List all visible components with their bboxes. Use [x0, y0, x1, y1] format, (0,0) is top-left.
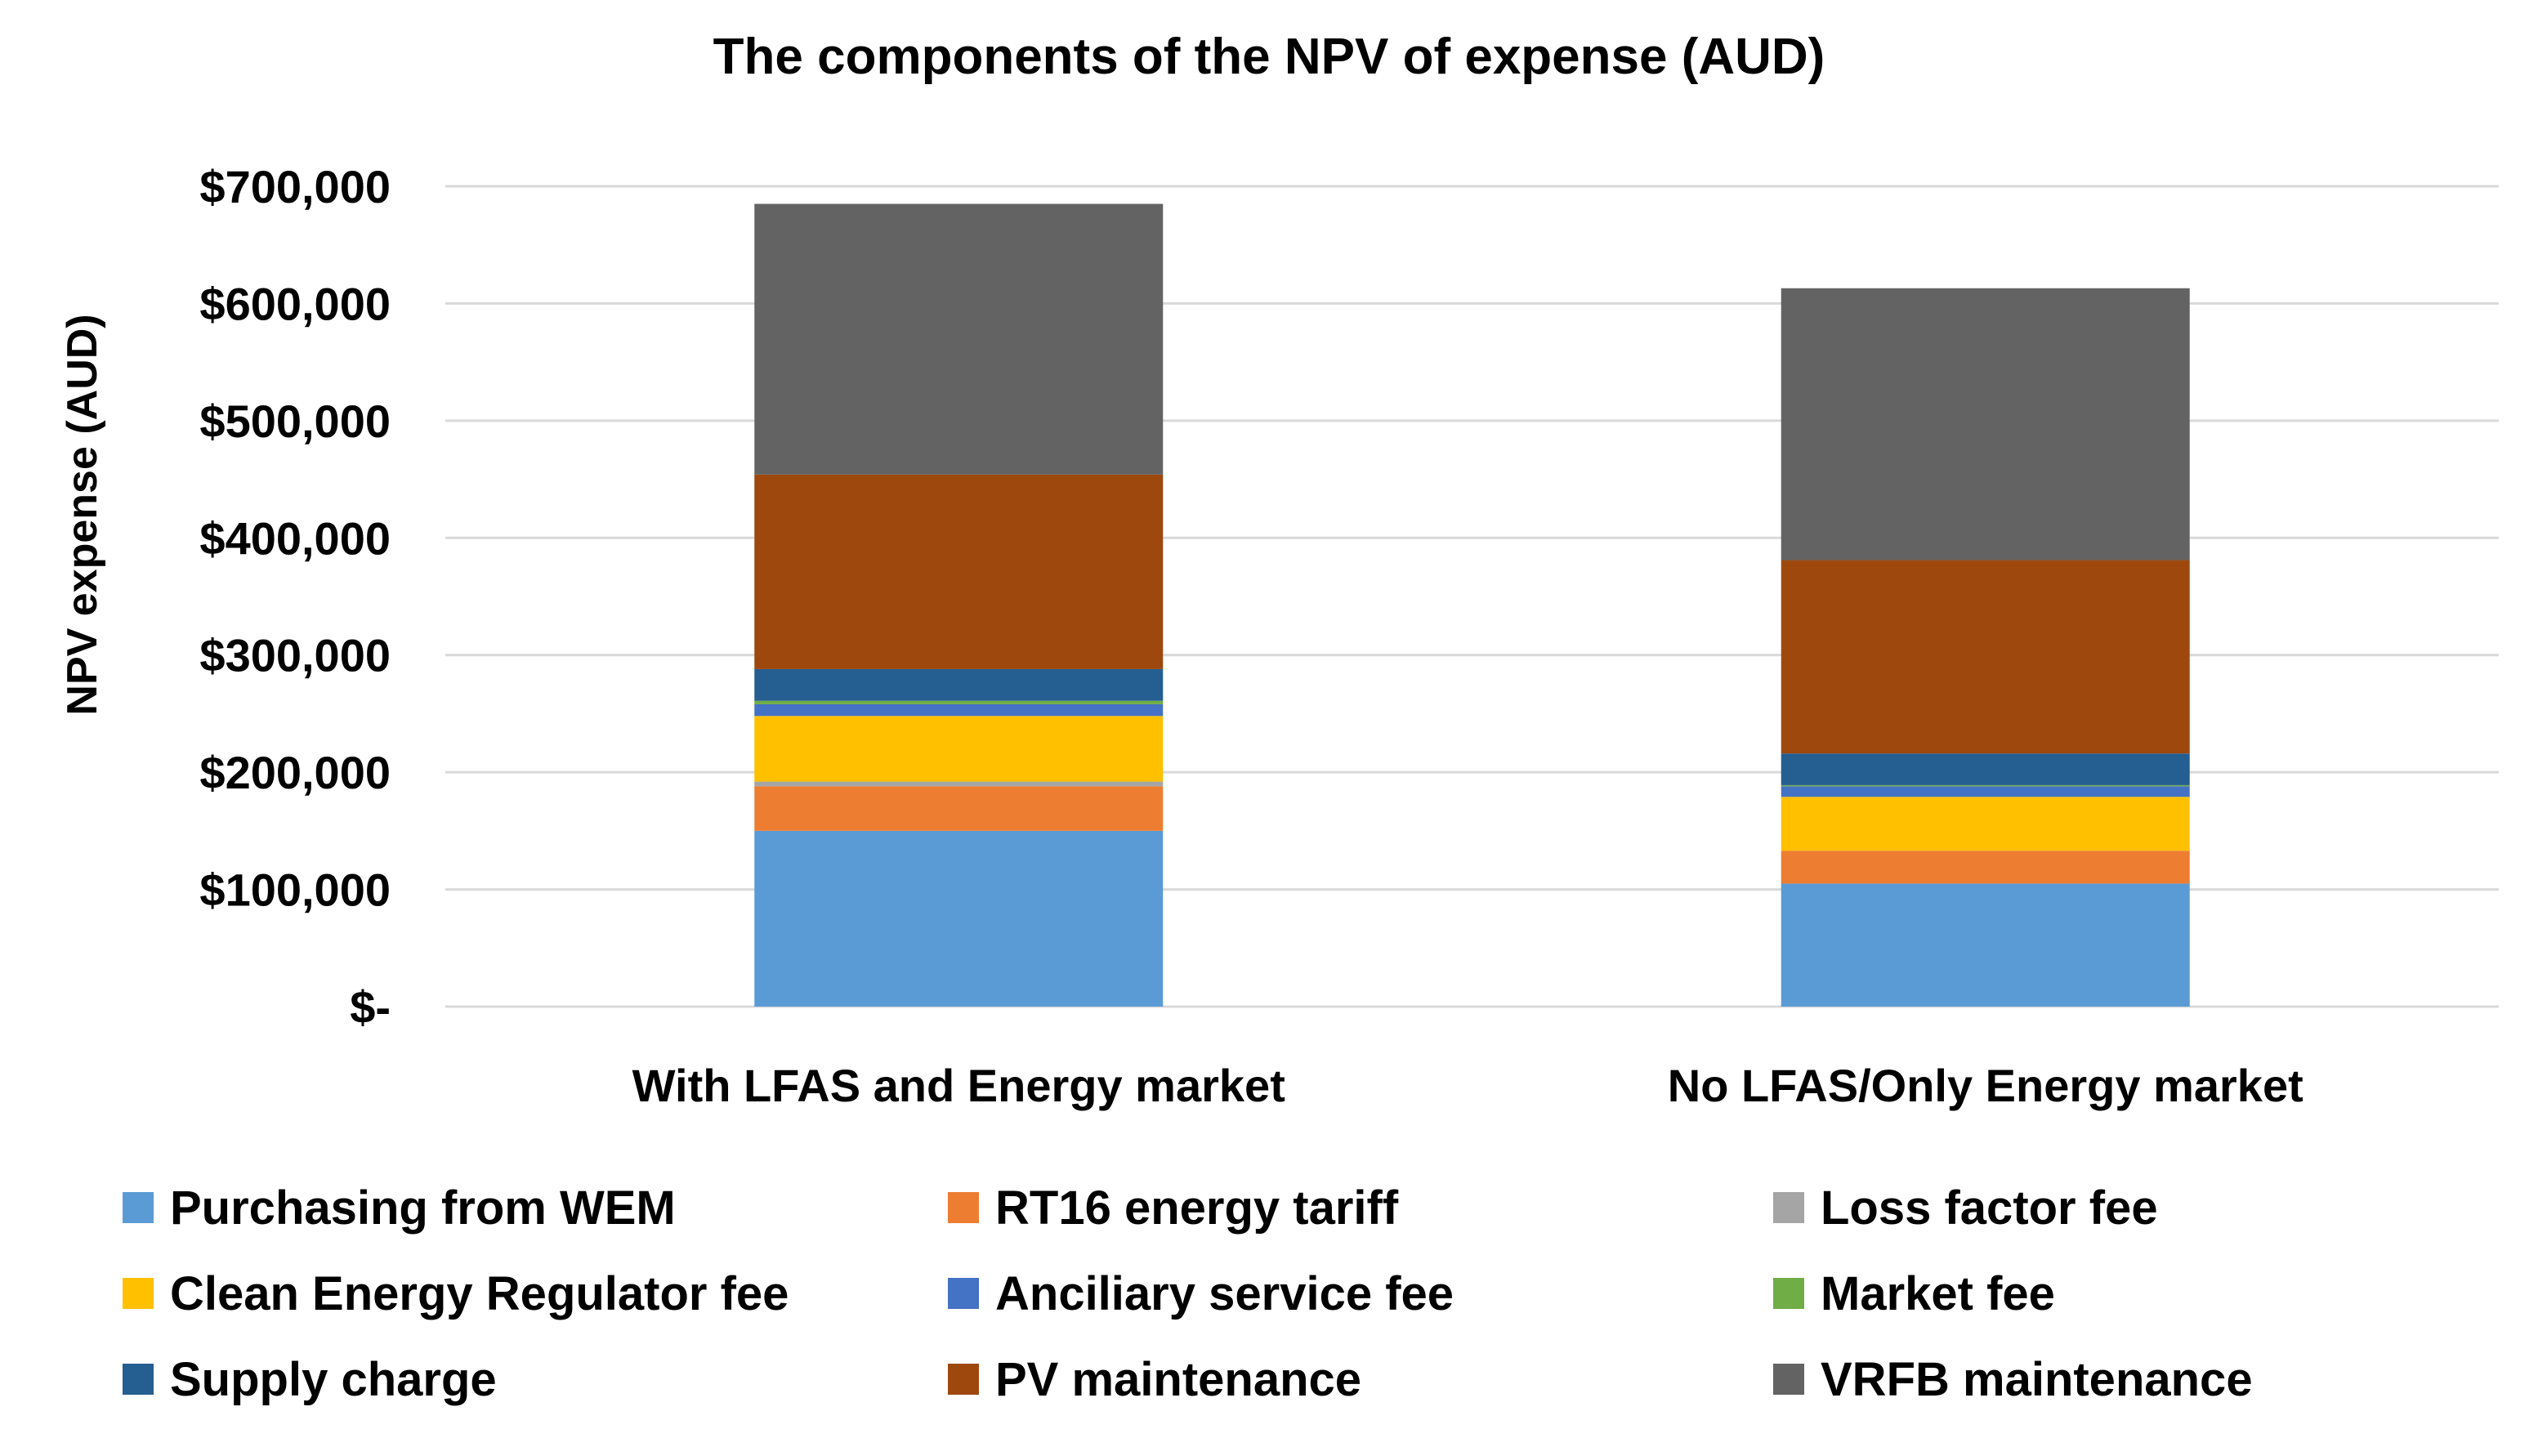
legend-label: Supply charge: [170, 1353, 497, 1406]
y-axis-label: NPV expense (AUD): [59, 314, 106, 715]
chart-title: The components of the NPV of expense (AU…: [713, 29, 1825, 85]
legend-label: Clean Energy Regulator fee: [170, 1267, 789, 1320]
legend-item: RT16 energy tariff: [948, 1181, 1399, 1235]
bar-segment-pv-maintenance: [754, 474, 1164, 669]
bar-segment-market-fee: [754, 700, 1164, 704]
legend: Purchasing from WEM RT16 energy tariff Los…: [123, 1181, 2253, 1406]
bar-segment-anciliary-service-fee: [754, 703, 1164, 717]
x-category-label: No LFAS/Only Energy market: [1668, 1060, 2303, 1111]
bar-segment-rt16-energy-tariff: [1781, 851, 2190, 884]
legend-label: RT16 energy tariff: [995, 1181, 1399, 1235]
legend-item: Clean Energy Regulator fee: [123, 1267, 789, 1320]
legend-label: VRFB maintenance: [1821, 1353, 2253, 1406]
y-tick-label: $-: [350, 981, 391, 1033]
legend-swatch: [123, 1364, 154, 1395]
bar-segment-clean-energy-regulator-fee: [1781, 797, 2190, 851]
bar-segment-supply-charge: [754, 668, 1164, 701]
legend-label: PV maintenance: [995, 1353, 1361, 1406]
y-tick-label: $400,000: [199, 512, 391, 564]
bar-segment-clean-energy-regulator-fee: [754, 716, 1164, 782]
legend-item: Loss factor fee: [1773, 1181, 2158, 1235]
y-tick-label: $500,000: [199, 395, 391, 447]
legend-item: Purchasing from WEM: [123, 1181, 676, 1235]
bars: [754, 203, 2190, 1007]
bar-segment-market-fee: [1781, 784, 2190, 787]
y-tick-label: $300,000: [199, 630, 391, 681]
legend-label: Anciliary service fee: [995, 1267, 1454, 1320]
legend-swatch: [123, 1192, 154, 1223]
bar-segment-purchasing-from-wem: [1781, 883, 2190, 1007]
bar-segment-vrfb-maintenance: [1781, 288, 2190, 561]
legend-item: VRFB maintenance: [1773, 1353, 2253, 1406]
legend-swatch: [948, 1192, 979, 1223]
legend-swatch: [948, 1278, 979, 1309]
legend-swatch: [123, 1278, 154, 1309]
bar-segment-pv-maintenance: [1781, 560, 2190, 754]
legend-swatch: [948, 1364, 979, 1395]
legend-item: Supply charge: [123, 1353, 497, 1406]
legend-item: Market fee: [1773, 1267, 2055, 1320]
y-tick-label: $200,000: [199, 747, 391, 798]
gridlines: [445, 185, 2499, 1008]
legend-swatch: [1773, 1364, 1804, 1395]
bar-segment-purchasing-from-wem: [754, 830, 1164, 1007]
legend-swatch: [1773, 1278, 1804, 1309]
y-tick-label: $700,000: [199, 161, 391, 212]
legend-label: Market fee: [1821, 1267, 2055, 1320]
x-category-label: With LFAS and Energy market: [632, 1060, 1285, 1111]
legend-item: PV maintenance: [948, 1353, 1361, 1406]
bar-segment-anciliary-service-fee: [1781, 786, 2190, 797]
legend-label: Loss factor fee: [1821, 1181, 2158, 1235]
bar-segment-rt16-energy-tariff: [754, 786, 1164, 831]
y-axis-ticks: $- $100,000 $200,000 $300,000 $400,000 $500,0…: [199, 161, 391, 1033]
y-tick-label: $600,000: [199, 278, 391, 329]
bar-segment-vrfb-maintenance: [754, 203, 1164, 475]
x-axis-categories: With LFAS and Energy market No LFAS/Only …: [632, 1060, 2303, 1111]
y-tick-label: $100,000: [199, 864, 391, 916]
legend-label: Purchasing from WEM: [170, 1181, 676, 1235]
legend-swatch: [1773, 1192, 1804, 1223]
bar-segment-supply-charge: [1781, 753, 2190, 785]
legend-item: Anciliary service fee: [948, 1267, 1454, 1320]
bar-segment-loss-factor-fee: [754, 781, 1164, 787]
